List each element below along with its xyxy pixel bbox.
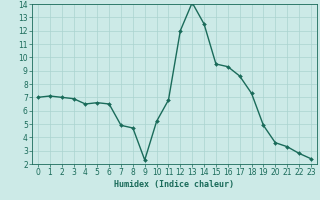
X-axis label: Humidex (Indice chaleur): Humidex (Indice chaleur): [115, 180, 234, 189]
